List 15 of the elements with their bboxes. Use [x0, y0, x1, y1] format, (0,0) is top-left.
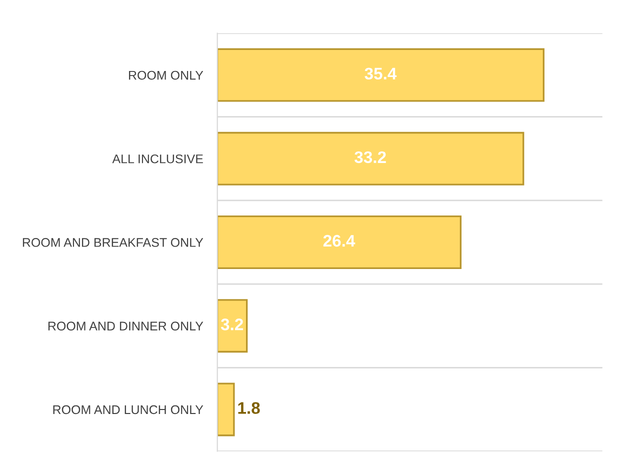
bar	[217, 216, 462, 269]
y-tick-label: ROOM AND DINNER ONLY	[48, 322, 204, 330]
y-tick-label: ALL INCLUSIVE	[112, 154, 203, 164]
y-tick-label: ROOM AND BREAKFAST ONLY	[22, 238, 204, 247]
data-label: 1.8	[238, 402, 260, 414]
y-tick-label: ROOM ONLY	[129, 70, 204, 80]
bar	[217, 48, 544, 102]
data-label: 26.4	[323, 234, 356, 247]
data-label: 33.2	[354, 151, 386, 164]
bar	[217, 382, 235, 436]
data-label: 3.2	[220, 318, 244, 330]
y-tick-label: ROOM AND LUNCH ONLY	[53, 405, 204, 414]
bar	[217, 299, 248, 353]
data-label: 35.4	[364, 68, 397, 80]
bar	[217, 132, 524, 186]
